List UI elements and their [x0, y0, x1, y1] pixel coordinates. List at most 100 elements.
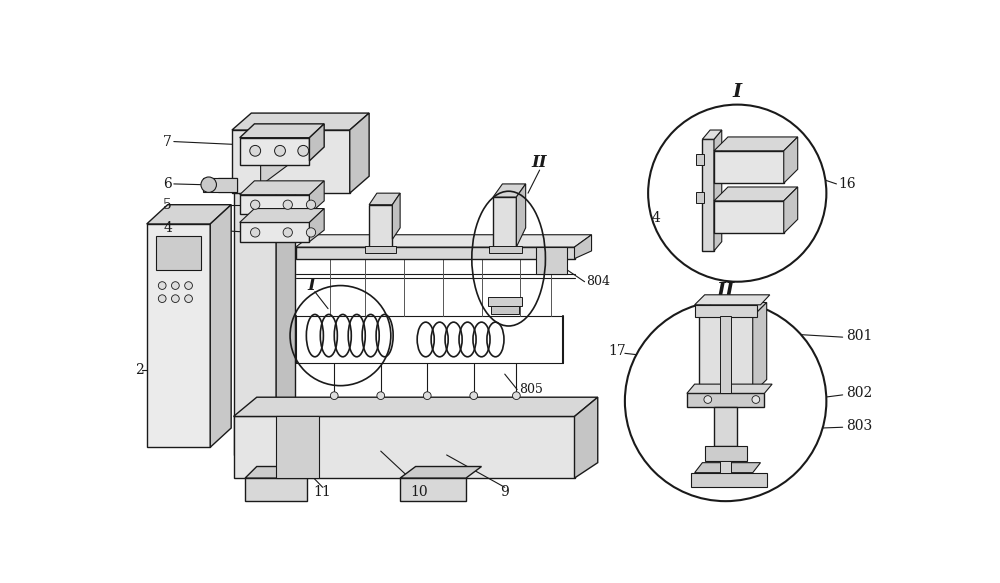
- Polygon shape: [574, 397, 598, 478]
- Circle shape: [250, 145, 261, 156]
- Text: 802: 802: [846, 387, 872, 401]
- Circle shape: [512, 392, 520, 399]
- Text: 805: 805: [519, 383, 543, 396]
- Text: I: I: [307, 277, 315, 294]
- Polygon shape: [516, 184, 526, 247]
- Text: 16: 16: [838, 177, 856, 191]
- Circle shape: [648, 104, 826, 282]
- Circle shape: [330, 392, 338, 399]
- Text: 9: 9: [500, 485, 509, 499]
- Circle shape: [283, 228, 292, 237]
- Polygon shape: [702, 130, 722, 139]
- Bar: [240, 223, 309, 242]
- Bar: [696, 192, 704, 203]
- Text: 4: 4: [163, 221, 172, 235]
- Polygon shape: [234, 416, 574, 478]
- Text: 5: 5: [163, 198, 172, 212]
- Polygon shape: [687, 384, 772, 394]
- Bar: [156, 236, 201, 270]
- Text: 804: 804: [586, 275, 610, 288]
- Circle shape: [704, 396, 712, 403]
- Bar: [696, 154, 704, 164]
- Polygon shape: [392, 193, 400, 240]
- Circle shape: [423, 392, 431, 399]
- Polygon shape: [784, 137, 798, 183]
- Polygon shape: [147, 205, 231, 224]
- Polygon shape: [147, 224, 210, 447]
- Circle shape: [172, 282, 179, 289]
- Circle shape: [251, 200, 260, 209]
- Polygon shape: [695, 463, 761, 473]
- Circle shape: [158, 295, 166, 303]
- Bar: [369, 205, 392, 247]
- Bar: [705, 446, 747, 461]
- Polygon shape: [240, 124, 324, 138]
- Bar: [714, 151, 784, 183]
- Bar: [687, 394, 764, 407]
- Circle shape: [201, 177, 216, 192]
- Polygon shape: [698, 303, 767, 317]
- Bar: [491, 306, 519, 314]
- Circle shape: [298, 145, 309, 156]
- Circle shape: [158, 282, 166, 289]
- Polygon shape: [234, 130, 296, 147]
- Polygon shape: [261, 139, 323, 185]
- Polygon shape: [753, 303, 767, 394]
- Polygon shape: [350, 113, 369, 193]
- Bar: [720, 317, 731, 394]
- Polygon shape: [232, 113, 369, 130]
- Bar: [695, 305, 757, 317]
- Text: 17: 17: [608, 344, 626, 358]
- Polygon shape: [232, 130, 350, 193]
- Polygon shape: [493, 184, 526, 197]
- Polygon shape: [245, 478, 307, 501]
- Bar: [714, 407, 737, 446]
- Text: 4: 4: [651, 211, 660, 225]
- Circle shape: [185, 282, 192, 289]
- Circle shape: [185, 295, 192, 303]
- Bar: [240, 138, 309, 164]
- Polygon shape: [210, 205, 231, 447]
- Text: II: II: [716, 282, 735, 300]
- Circle shape: [377, 392, 385, 399]
- Polygon shape: [309, 124, 324, 161]
- Circle shape: [251, 228, 260, 237]
- Polygon shape: [400, 478, 466, 501]
- Polygon shape: [276, 130, 296, 455]
- Circle shape: [172, 295, 179, 303]
- Polygon shape: [400, 466, 482, 478]
- Polygon shape: [234, 147, 276, 455]
- Text: 801: 801: [846, 329, 872, 343]
- Polygon shape: [574, 235, 592, 259]
- Bar: [536, 247, 567, 274]
- Text: 2: 2: [135, 363, 143, 377]
- Polygon shape: [234, 397, 598, 416]
- Text: I: I: [733, 83, 742, 100]
- Bar: [218, 178, 237, 192]
- Text: 803: 803: [846, 419, 872, 433]
- Polygon shape: [240, 181, 324, 195]
- Polygon shape: [309, 209, 324, 242]
- Circle shape: [306, 200, 316, 209]
- Polygon shape: [309, 181, 324, 214]
- Circle shape: [306, 228, 316, 237]
- Bar: [691, 473, 767, 487]
- Bar: [488, 297, 522, 306]
- Bar: [698, 317, 753, 394]
- Polygon shape: [714, 137, 798, 151]
- Text: 6: 6: [163, 177, 172, 191]
- Circle shape: [283, 200, 292, 209]
- Text: 7: 7: [163, 135, 172, 149]
- Circle shape: [275, 145, 285, 156]
- Bar: [714, 201, 784, 233]
- Bar: [493, 197, 516, 247]
- Polygon shape: [369, 193, 400, 205]
- Polygon shape: [240, 209, 324, 223]
- Polygon shape: [202, 178, 237, 192]
- Bar: [365, 245, 396, 253]
- Polygon shape: [276, 416, 319, 478]
- Text: 10: 10: [411, 485, 428, 499]
- Polygon shape: [714, 130, 722, 251]
- Bar: [489, 245, 522, 253]
- Bar: [720, 461, 731, 473]
